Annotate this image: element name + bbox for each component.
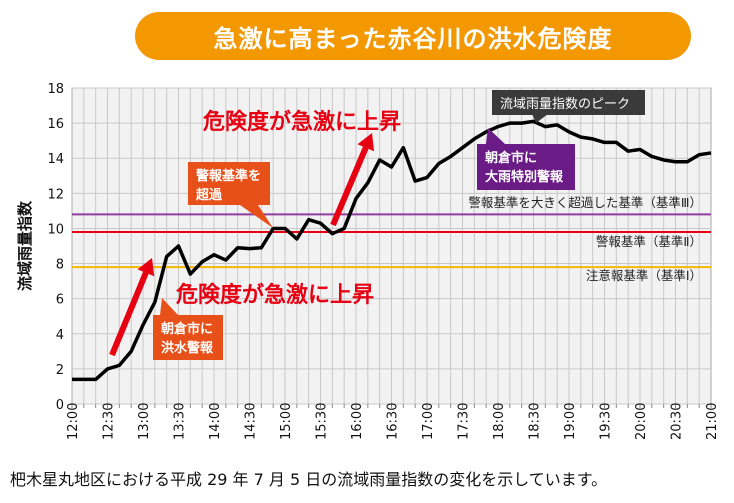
- y-tick-label: 12: [47, 187, 64, 202]
- special-warning-callout-text: 大雨特別警報: [485, 169, 564, 185]
- rise-label-lower: 危険度が急激に上昇: [176, 282, 374, 308]
- rise-arrow-upper-head: [357, 133, 375, 152]
- y-tick-label: 16: [47, 117, 64, 132]
- x-tick-label: 13:00: [137, 403, 152, 440]
- exceed-callout-box: [188, 162, 270, 205]
- series-line: [72, 119, 712, 382]
- peak-callout-text: 流域雨量指数のピーク: [500, 97, 630, 112]
- x-tick-label: 20:00: [634, 403, 649, 440]
- x-tick-label: 15:00: [279, 403, 294, 440]
- y-tick-label: 4: [56, 328, 64, 343]
- x-tick-label: 21:00: [705, 403, 720, 440]
- y-tick-label: 0: [56, 398, 64, 413]
- special-warning-callout-box: [477, 144, 575, 190]
- x-tick-label: 15:30: [315, 403, 330, 440]
- chart-title-banner: 急激に高まった赤谷川の洪水危険度: [135, 12, 691, 60]
- x-tick-label: 12:30: [102, 403, 117, 440]
- y-tick-label: 10: [47, 222, 64, 237]
- x-tick-label: 19:00: [563, 403, 578, 440]
- rise-arrow-lower-shaft: [109, 271, 149, 357]
- special-warning-callout-text: 朝倉市に: [485, 150, 537, 166]
- exceed-callout-pointer: [240, 205, 273, 228]
- x-tick-label: 13:30: [173, 403, 188, 440]
- x-tick-label: 12:00: [66, 403, 81, 440]
- x-tick-label: 14:00: [208, 403, 223, 440]
- peak-callout-pointer: [532, 114, 548, 123]
- x-tick-label: 20:30: [670, 403, 685, 440]
- flood-warning-callout-pointer: [160, 298, 178, 315]
- x-tick-label: 19:30: [599, 403, 614, 440]
- exceed-callout-text: 超過: [196, 187, 223, 203]
- rise-arrow-lower-head: [137, 258, 155, 277]
- y-tick-label: 2: [56, 363, 64, 378]
- rise-arrow-upper-shaft: [330, 146, 369, 227]
- x-tick-label: 18:30: [528, 403, 543, 440]
- rise-label-upper: 危険度が急激に上昇: [203, 109, 401, 135]
- caption: 杷木星丸地区における平成 29 年 7 月 5 日の流域雨量指数の変化を示してい…: [10, 470, 608, 489]
- flood-warning-callout-box: [153, 315, 223, 360]
- y-tick-label: 18: [47, 82, 64, 97]
- y-axis-label: 流域雨量指数: [16, 200, 34, 291]
- x-tick-label: 17:30: [457, 403, 472, 440]
- x-tick-label: 18:00: [492, 403, 507, 440]
- y-tick-label: 6: [56, 293, 64, 308]
- peak-callout-box: [492, 90, 645, 115]
- x-tick-label: 16:00: [350, 403, 365, 440]
- x-tick-label: 16:30: [386, 403, 401, 440]
- x-tick-label: 14:30: [244, 403, 259, 440]
- threshold-label: 警報基準を大きく超過した基準（基準Ⅲ）: [468, 195, 702, 210]
- flood-warning-callout-text: 朝倉市に: [161, 321, 213, 337]
- special-warning-callout-pointer: [486, 128, 505, 144]
- x-tick-label: 17:00: [421, 403, 436, 440]
- flood-warning-callout-text: 洪水警報: [161, 340, 214, 356]
- exceed-callout-text: 警報基準を: [196, 168, 261, 184]
- y-tick-label: 8: [56, 258, 64, 273]
- threshold-label: 警報基準（基準Ⅱ）: [596, 234, 702, 249]
- threshold-label: 注意報基準（基準Ⅰ）: [586, 268, 702, 283]
- y-tick-label: 14: [47, 152, 64, 167]
